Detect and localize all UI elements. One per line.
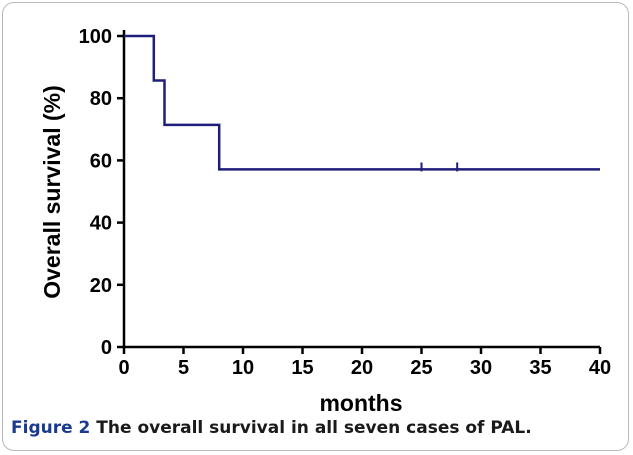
y-tick-label: 20 xyxy=(90,275,112,297)
x-tick-label: 20 xyxy=(351,357,373,379)
figure-frame xyxy=(2,2,629,451)
x-axis-label: months xyxy=(319,390,402,416)
y-tick-label: 0 xyxy=(101,337,112,359)
caption-label: Figure 2 xyxy=(11,418,91,438)
survival-curve xyxy=(124,34,600,171)
x-tick-label: 40 xyxy=(589,357,611,379)
chart-axes: 0 5 10 15 20 25 30 35 40 0 20 40 60 80 100 xyxy=(79,26,612,379)
x-tick-label: 0 xyxy=(118,357,129,379)
x-tick-label: 25 xyxy=(410,357,432,379)
x-tick-label: 35 xyxy=(529,357,551,379)
x-tick-label: 30 xyxy=(470,357,492,379)
y-tick-label: 100 xyxy=(79,26,112,48)
x-tick-label: 15 xyxy=(291,357,313,379)
y-tick-label: 80 xyxy=(90,88,112,110)
y-tick-label: 40 xyxy=(90,213,112,235)
figure-caption: Figure 2 The overall survival in all sev… xyxy=(11,418,623,438)
chart-marks xyxy=(124,34,600,172)
x-tick-label: 5 xyxy=(178,357,189,379)
x-tick-label: 10 xyxy=(232,357,254,379)
caption-text: The overall survival in all seven cases … xyxy=(90,418,532,438)
survival-chart: 0 5 10 15 20 25 30 35 40 0 20 40 60 80 100 months Over… xyxy=(39,26,612,416)
y-tick-label: 60 xyxy=(90,150,112,172)
y-axis-label: Overall survival (%) xyxy=(39,85,65,299)
